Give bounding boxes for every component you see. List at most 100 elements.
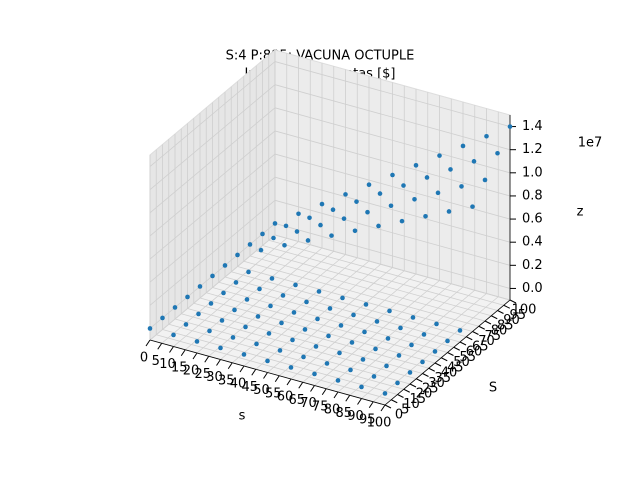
data-point <box>330 207 336 213</box>
data-point <box>235 252 240 258</box>
data-point <box>269 276 275 281</box>
data-point <box>365 209 370 215</box>
z-grid-line <box>274 84 511 151</box>
data-point <box>307 215 312 221</box>
data-point <box>312 371 317 377</box>
y-tick-label: 0 <box>395 408 403 423</box>
data-point <box>304 299 309 305</box>
data-point <box>272 221 278 226</box>
data-point <box>340 295 345 301</box>
data-point <box>395 380 400 386</box>
data-point <box>279 320 284 326</box>
data-point <box>343 192 348 197</box>
y-grid-line <box>218 281 454 348</box>
data-point <box>495 150 500 156</box>
z-axis-label: z <box>577 205 584 220</box>
z-tick-label: 0.2 <box>522 258 543 273</box>
data-point <box>424 175 430 180</box>
y-tick <box>441 357 448 362</box>
data-point <box>351 312 356 318</box>
y-tick <box>447 352 454 356</box>
y-tick-label: 10 <box>403 397 420 412</box>
data-point <box>282 242 287 248</box>
y-grid-line <box>262 245 498 311</box>
x-tick <box>169 346 174 353</box>
data-point <box>459 184 464 189</box>
x-tick-label: 95 <box>359 412 376 427</box>
y-tick-label: 90 <box>503 313 520 328</box>
data-point <box>360 357 366 362</box>
data-point <box>412 196 417 202</box>
z-grid-line <box>274 199 511 266</box>
y-grid-line <box>156 334 392 401</box>
x-axis-label: s <box>239 409 246 424</box>
data-point <box>319 201 325 207</box>
data-point <box>257 286 262 292</box>
data-point <box>445 338 450 344</box>
y-tick <box>478 325 485 330</box>
y-tick <box>422 373 429 377</box>
x-tick-label: 50 <box>253 383 270 398</box>
y-grid-line <box>237 266 473 332</box>
y-tick <box>472 331 479 335</box>
data-point <box>246 269 251 275</box>
data-point <box>290 337 295 343</box>
data-point <box>421 332 427 337</box>
data-point <box>432 349 438 354</box>
data-point <box>437 153 442 158</box>
y-grid-line <box>224 276 461 343</box>
data-point <box>398 325 403 331</box>
y-grid-line <box>187 308 423 374</box>
data-point <box>219 318 225 323</box>
data-point <box>338 323 344 328</box>
data-point <box>283 223 289 229</box>
data-point <box>401 183 406 188</box>
data-point <box>373 346 378 352</box>
z-tick-label: 1.0 <box>522 165 543 180</box>
z-grid-line <box>274 130 511 197</box>
data-point <box>294 229 300 234</box>
data-point <box>484 133 489 139</box>
data-point <box>255 314 261 319</box>
x-tick-label: 20 <box>183 364 200 379</box>
y-tick <box>428 367 435 372</box>
x-tick <box>145 339 151 347</box>
y-tick-label: 50 <box>453 355 470 370</box>
data-point <box>327 306 333 311</box>
data-point <box>266 331 272 336</box>
x-tick-label: 35 <box>218 373 235 388</box>
y-tick <box>484 320 492 325</box>
data-point <box>407 370 413 375</box>
data-point <box>232 307 237 313</box>
data-point <box>359 384 364 390</box>
data-point <box>316 289 322 294</box>
data-point <box>482 177 488 183</box>
y-tick-label: 85 <box>497 318 514 333</box>
data-point <box>222 263 228 268</box>
y-grid-line <box>199 297 436 364</box>
z-grid-line <box>274 107 511 174</box>
data-point <box>390 172 395 178</box>
data-point <box>302 327 308 332</box>
x-tick-label: 85 <box>335 406 352 421</box>
z-grid-line <box>149 153 276 260</box>
y-tick-label: 30 <box>428 376 445 391</box>
y-tick <box>459 341 467 346</box>
x-tick <box>286 378 292 386</box>
z-tick-label: 1.2 <box>522 142 543 157</box>
x-tick <box>251 368 257 376</box>
y-tick <box>416 378 423 383</box>
x-tick <box>274 375 280 383</box>
data-point <box>258 247 264 253</box>
data-point <box>349 340 355 345</box>
y-grid-line <box>206 292 442 359</box>
x-tick-label: 30 <box>206 370 223 385</box>
x-tick-label: 55 <box>265 386 282 401</box>
z-grid-line <box>274 176 511 243</box>
data-point <box>315 316 320 322</box>
data-point <box>382 391 388 396</box>
data-point <box>324 361 330 366</box>
y-tick <box>397 394 404 398</box>
data-point <box>207 328 212 334</box>
data-point <box>185 294 190 300</box>
